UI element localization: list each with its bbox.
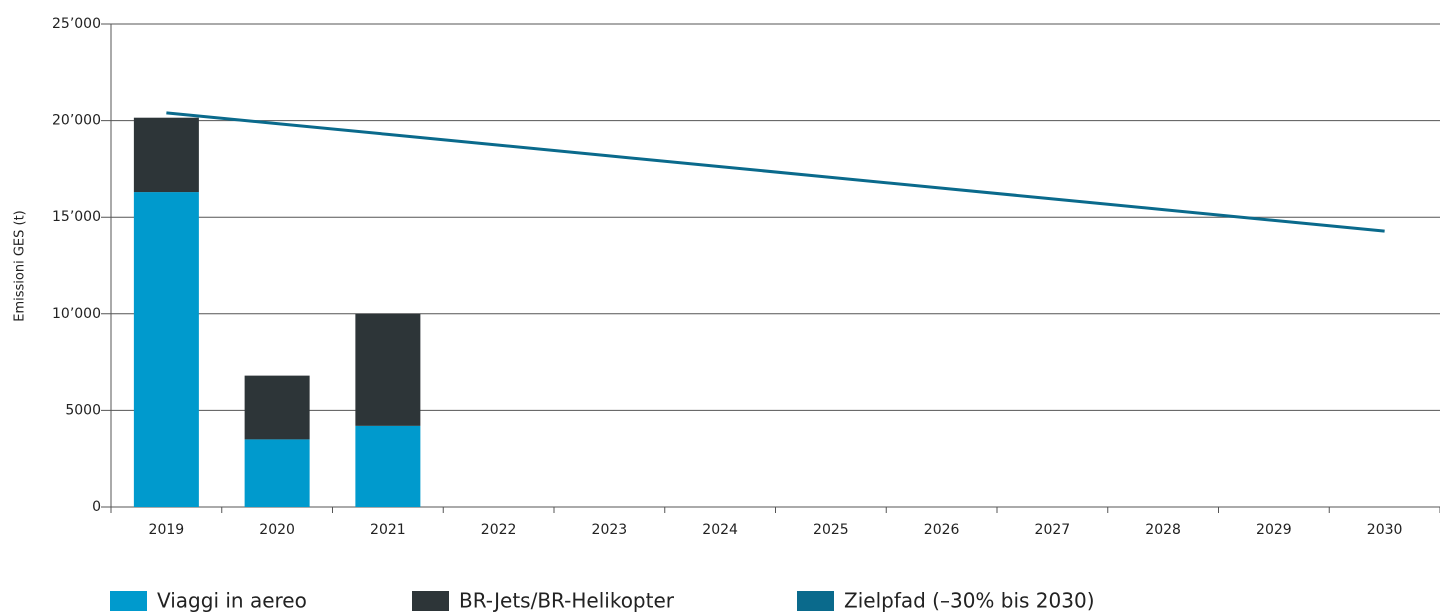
legend-swatch: [110, 591, 147, 611]
x-tick-label: 2030: [1367, 522, 1403, 538]
y-tick-label: 10’000: [52, 306, 101, 322]
bar: [133, 192, 199, 508]
x-tick-label: 2028: [1145, 522, 1181, 538]
x-tick-label: 2026: [924, 522, 960, 538]
x-tick-label: 2021: [370, 522, 406, 538]
x-tick-label: 2024: [702, 522, 738, 538]
x-tick-label: 2027: [1035, 522, 1071, 538]
x-tick-label: 2022: [481, 522, 517, 538]
y-tick-label: 5000: [65, 402, 101, 418]
legend-swatch: [797, 591, 834, 611]
target-line: [166, 111, 1385, 233]
bar: [355, 313, 421, 426]
y-tick-label: 0: [92, 499, 101, 515]
x-tick-label: 2025: [813, 522, 849, 538]
x-tick-label: 2020: [259, 522, 295, 538]
y-tick-label: 15’000: [52, 209, 101, 225]
x-tick-label: 2019: [149, 522, 185, 538]
legend-label: Zielpfad (–30% bis 2030): [844, 589, 1095, 613]
bar: [244, 375, 310, 440]
legend-label: BR-Jets/BR-Helikopter: [459, 589, 675, 613]
x-tick-label: 2029: [1256, 522, 1292, 538]
y-tick-label: 20’000: [52, 113, 101, 129]
x-tick-label: 2023: [592, 522, 628, 538]
legend-swatch: [412, 591, 449, 611]
legend-label: Viaggi in aereo: [157, 589, 307, 613]
y-tick-label: 25’000: [52, 16, 101, 32]
y-axis-label: Emissioni GES (t): [13, 210, 28, 322]
bar: [133, 117, 199, 193]
bar: [355, 425, 421, 507]
bar: [244, 439, 310, 507]
